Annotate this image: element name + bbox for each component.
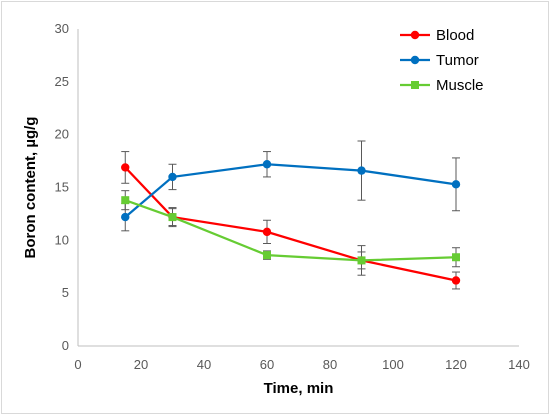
series-tumor <box>121 140 461 232</box>
x-tick-label: 0 <box>74 357 81 372</box>
x-tick-label: 60 <box>260 357 274 372</box>
series-line-blood <box>124 166 457 282</box>
series-muscle <box>121 190 460 270</box>
x-tick-label: 120 <box>445 357 467 372</box>
legend-marker <box>410 30 420 40</box>
x-tick-label: 20 <box>134 357 148 372</box>
y-tick-label: 25 <box>55 74 69 89</box>
y-tick-label: 5 <box>62 285 69 300</box>
data-point <box>262 227 272 237</box>
y-tick-label: 15 <box>55 180 69 195</box>
series-line-muscle <box>124 199 457 262</box>
x-axis-title: Time, min <box>264 380 334 397</box>
x-tick-label: 140 <box>508 357 530 372</box>
series-line-tumor <box>124 163 457 218</box>
y-tick-label: 20 <box>55 127 69 142</box>
legend-item-tumor: Tumor <box>400 52 479 69</box>
x-tick-label: 40 <box>197 357 211 372</box>
legend-item-muscle: Muscle <box>400 77 484 94</box>
legend-item-blood: Blood <box>400 27 474 44</box>
legend-marker <box>411 81 419 89</box>
data-point <box>121 196 130 205</box>
data-point <box>451 180 461 189</box>
legend-label: Blood <box>436 27 474 44</box>
data-point <box>357 256 366 265</box>
y-axis-title: Boron content, µg/g <box>22 117 39 259</box>
data-point <box>168 172 177 182</box>
legend-marker <box>410 55 420 65</box>
data-point <box>357 166 366 175</box>
legend-label: Muscle <box>436 77 484 94</box>
legend-label: Tumor <box>436 52 479 69</box>
data-point <box>452 253 460 262</box>
data-point <box>168 213 177 222</box>
data-point <box>121 212 130 222</box>
data-point <box>121 163 130 172</box>
data-point <box>263 251 271 260</box>
x-tick-label: 80 <box>323 357 337 372</box>
y-tick-label: 0 <box>62 338 69 353</box>
tick-labels: 0 5 10 15 20 25 30 0 20 40 60 80 100 120 140 <box>55 21 530 372</box>
series-layer <box>121 140 461 290</box>
data-point <box>451 276 461 285</box>
y-tick-label: 10 <box>55 232 69 247</box>
data-point <box>262 160 272 169</box>
axes <box>77 29 519 347</box>
legend: Blood Tumor Muscle <box>400 27 484 94</box>
x-tick-label: 100 <box>382 357 404 372</box>
y-tick-label: 30 <box>55 21 69 36</box>
